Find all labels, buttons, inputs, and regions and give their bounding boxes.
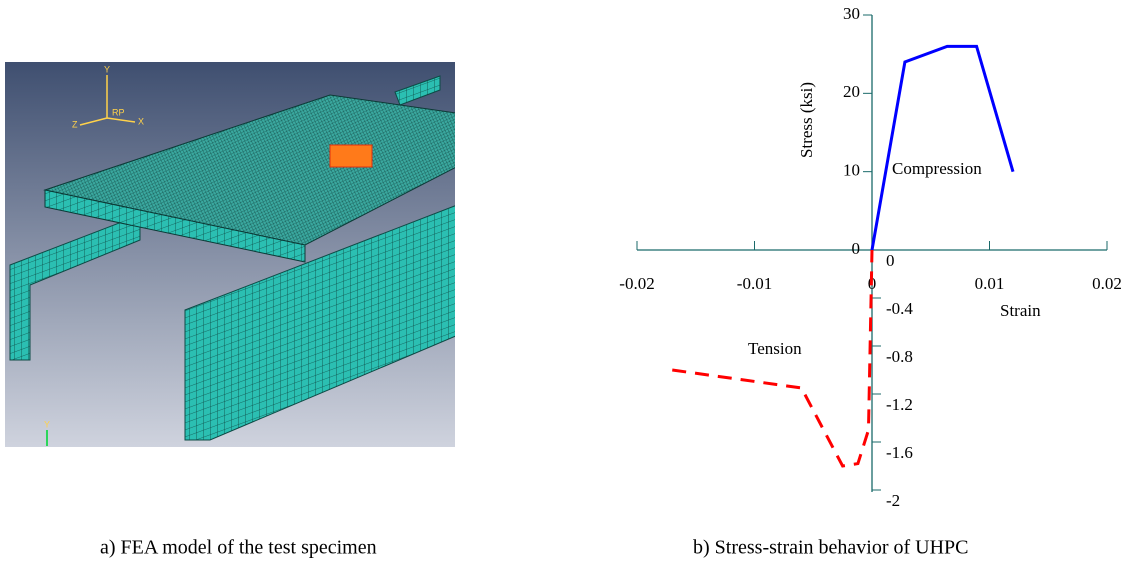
series-line [672, 249, 874, 468]
girder-right [184, 205, 455, 441]
caption: a) FEA model of the test specimen [100, 537, 377, 559]
y2-tick-label: -2 [886, 491, 900, 510]
caption: b) Stress-strain behavior of UHPC [693, 537, 969, 559]
girder-end [394, 75, 441, 106]
axis-label: Y [44, 419, 50, 429]
y-axis-label: Stress (ksi) [797, 82, 816, 158]
y-tick-label: 20 [843, 82, 860, 101]
deck-side [44, 189, 306, 263]
x-tick-label: -0.02 [619, 274, 654, 293]
x-tick-label: 0.02 [1092, 274, 1122, 293]
axis-label: Y [104, 64, 110, 74]
chart: -0.02 -0.01 0 0.01 0.0201020300-0.4-0.8-1.2-… [619, 4, 1122, 510]
axis-label: RP [112, 107, 125, 117]
x-axis-label: Strain [1000, 301, 1041, 320]
y2-tick-label: 0 [886, 251, 895, 270]
y-tick-label: 10 [843, 161, 860, 180]
axis-label: X [138, 116, 144, 126]
load-patch [329, 144, 373, 168]
y2-tick-label: -0.4 [886, 299, 913, 318]
y2-tick-label: -1.2 [886, 395, 913, 414]
y-tick-label: 0 [852, 239, 861, 258]
axis-label: Z [72, 119, 78, 129]
annotation: Compression [892, 159, 982, 178]
y-tick-label: 30 [843, 4, 860, 23]
triad [79, 75, 136, 126]
fea-image: Y Z RP X Y [5, 62, 455, 447]
x-tick-label: -0.01 [737, 274, 772, 293]
annotation: Tension [748, 339, 802, 358]
y2-tick-label: -0.8 [886, 347, 913, 366]
y2-tick-label: -1.6 [886, 443, 913, 462]
series-line [870, 44, 1015, 251]
x-tick-label: 0.01 [975, 274, 1005, 293]
